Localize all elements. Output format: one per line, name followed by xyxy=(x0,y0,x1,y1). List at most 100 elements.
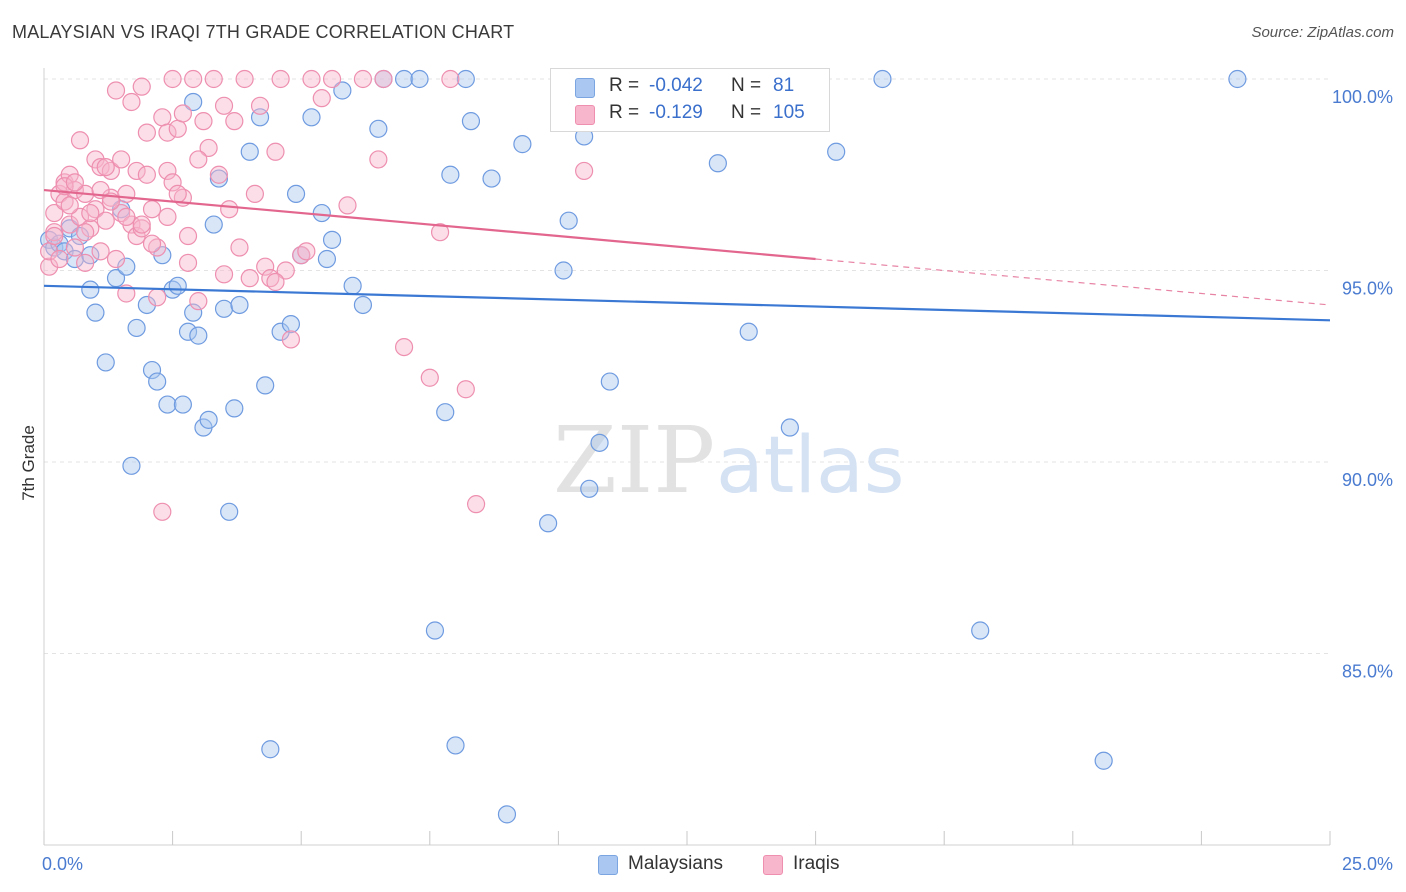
iraqi-point xyxy=(122,92,141,112)
y-tick-label: 85.0% xyxy=(1342,662,1393,682)
legend-row-iraqis: R = -0.129 N = 105 xyxy=(551,100,829,128)
iraqi-point xyxy=(45,203,64,223)
malaysian-point xyxy=(230,295,249,315)
iraqi-point xyxy=(76,223,95,242)
iraqi-point xyxy=(168,119,187,138)
malaysian-point xyxy=(302,108,321,127)
malaysian-point xyxy=(189,326,208,345)
iraqi-point xyxy=(466,495,486,514)
malaysian-point xyxy=(86,303,105,322)
series-legend: Malaysians Iraqis xyxy=(0,852,1406,878)
malaysian-point xyxy=(286,184,306,203)
malaysian-point xyxy=(513,135,532,154)
iraqi-point xyxy=(132,219,151,238)
y-tick-label: 100.0% xyxy=(1332,87,1393,107)
legend-swatch-malaysians xyxy=(575,78,595,98)
iraqi-point xyxy=(96,157,115,177)
iraqi-point xyxy=(163,173,182,192)
iraqi-point xyxy=(575,161,594,181)
iraqi-point xyxy=(106,249,126,269)
correlation-legend: R = -0.042 N = 81 R = -0.129 N = 105 xyxy=(550,68,830,132)
iraqi-point xyxy=(230,238,249,257)
axes xyxy=(43,68,1331,846)
malaysian-point xyxy=(456,69,475,89)
iraqi-point xyxy=(178,253,198,272)
iraqi-point xyxy=(153,108,172,127)
legend-r-value: -0.042 xyxy=(649,75,703,96)
malaysian-point xyxy=(122,456,141,475)
iraqi-point xyxy=(142,234,162,253)
iraqi-point xyxy=(256,257,275,276)
malaysian-point xyxy=(436,403,455,422)
malaysian-point xyxy=(96,353,115,372)
legend-swatch-malaysians xyxy=(598,855,618,875)
malaysian-point xyxy=(971,621,990,640)
malaysian-point xyxy=(184,303,203,322)
malaysian-point xyxy=(317,249,337,269)
watermark-zip: ZIP xyxy=(553,407,715,514)
malaysian-point xyxy=(322,230,342,249)
iraqi-point xyxy=(153,502,172,521)
malaysian-point xyxy=(214,299,234,318)
iraqi-point xyxy=(117,207,136,226)
iraqi-point xyxy=(91,242,110,261)
legend-swatch-iraqis xyxy=(763,855,783,875)
malaysian-point xyxy=(343,276,362,295)
legend-swatch-iraqis xyxy=(575,105,595,125)
malaysian-point xyxy=(497,805,517,824)
legend-row-malaysians: R = -0.042 N = 81 xyxy=(551,73,829,101)
iraqi-point xyxy=(394,338,414,357)
iraqi-point xyxy=(374,69,393,89)
y-tick-label: 90.0% xyxy=(1342,470,1393,490)
iraqi-point xyxy=(60,196,79,215)
iraqi-point xyxy=(209,165,228,184)
malaysian-point xyxy=(127,318,146,338)
malaysian-point xyxy=(81,280,100,299)
malaysian-trend-line xyxy=(43,284,1331,322)
malaysian-point xyxy=(168,276,187,295)
iraqi-point xyxy=(168,184,187,203)
malaysian-point xyxy=(271,322,290,341)
iraqi-point xyxy=(235,69,254,89)
iraqi-point xyxy=(106,81,126,100)
malaysian-point xyxy=(60,219,79,238)
trend-lines xyxy=(43,188,1331,322)
iraqi-point xyxy=(189,292,208,311)
iraqi-point xyxy=(127,161,146,181)
iraqi-point xyxy=(70,131,90,150)
malaysian-point xyxy=(827,142,846,161)
grid-lines xyxy=(44,78,1330,654)
malaysian-point xyxy=(446,736,465,755)
legend-label-iraqis: Iraqis xyxy=(793,853,840,874)
iraqi-point xyxy=(204,69,223,89)
malaysian-point xyxy=(600,372,619,391)
iraqi-point xyxy=(271,69,290,89)
malaysian-point xyxy=(1094,751,1113,770)
iraqi-point xyxy=(322,69,342,89)
iraqi-point xyxy=(302,69,321,89)
iraqi-point xyxy=(297,242,316,261)
malaysian-point xyxy=(708,154,727,173)
iraqi-point xyxy=(96,211,115,230)
iraqi-point xyxy=(214,265,234,284)
malaysian-point xyxy=(158,395,177,414)
tick-labels: 100.0% 95.0% 90.0% 85.0% 0.0% 25.0% xyxy=(42,87,1393,874)
iraqi-point xyxy=(132,215,151,234)
malaysian-point xyxy=(312,203,331,223)
iraqi-point xyxy=(45,223,64,242)
malaysian-point xyxy=(554,261,573,280)
legend-n-key: N = xyxy=(731,102,762,123)
iraqi-point xyxy=(81,203,100,223)
iraqi-point xyxy=(40,257,59,276)
malaysian-point xyxy=(173,395,192,414)
iraqi-point xyxy=(338,196,357,215)
watermark-atlas: atlas xyxy=(716,421,905,511)
iraqi-point xyxy=(353,69,373,89)
iraqi-point xyxy=(240,269,259,288)
iraqi-point xyxy=(194,112,213,131)
malaysian-point xyxy=(369,119,388,138)
malaysian-point xyxy=(256,376,275,395)
iraqi-point xyxy=(117,184,136,203)
iraqi-point xyxy=(184,69,203,89)
